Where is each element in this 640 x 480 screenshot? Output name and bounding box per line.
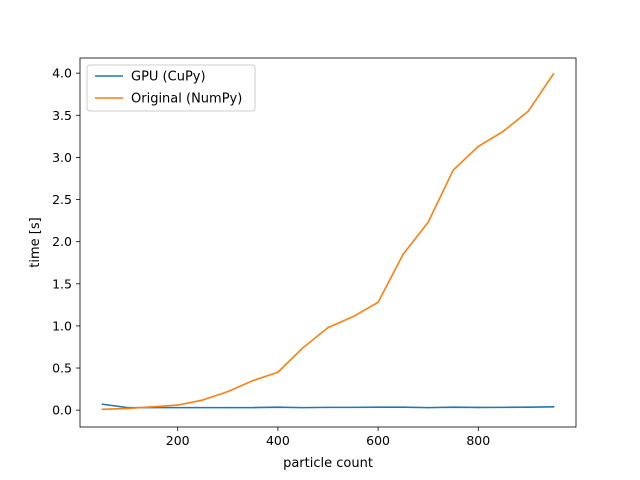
y-axis-label: time [s] — [28, 217, 43, 267]
y-axis-ticks: 0.0 0.5 1.0 1.5 2.0 2.5 3.0 3.5 4.0 — [52, 66, 80, 418]
data-point — [201, 399, 204, 401]
data-point — [352, 406, 354, 409]
data-point — [502, 406, 505, 409]
data-point — [427, 221, 430, 224]
data-point — [201, 406, 204, 409]
y-tick-label: 1.0 — [52, 318, 72, 333]
x-tick-label: 600 — [366, 433, 390, 448]
plot-area — [79, 57, 577, 428]
data-point — [227, 390, 229, 393]
data-point — [252, 379, 254, 382]
data-point — [101, 408, 104, 411]
data-point — [352, 315, 354, 318]
y-tick-label: 0.0 — [52, 403, 72, 418]
y-tick-label: 2.5 — [52, 192, 72, 207]
data-point — [277, 371, 279, 374]
data-point — [302, 406, 304, 409]
data-point — [477, 145, 480, 148]
legend-label-gpu: GPU (CuPy) — [131, 70, 206, 85]
data-point — [126, 407, 129, 410]
plot-frame — [79, 57, 577, 428]
data-point — [402, 253, 404, 256]
data-point — [101, 403, 104, 406]
x-axis-label: particle count — [283, 456, 373, 471]
series-layer — [101, 72, 555, 411]
y-tick-label: 3.5 — [52, 108, 72, 123]
y-tick-label: 4.0 — [52, 66, 72, 81]
y-tick-label: 3.0 — [52, 150, 72, 165]
data-point — [452, 169, 455, 171]
data-point — [176, 406, 179, 409]
data-point — [552, 405, 555, 408]
data-point — [327, 406, 329, 409]
legend-label-numpy: Original (NumPy) — [131, 92, 242, 107]
data-point — [527, 406, 530, 409]
y-tick-label: 0.5 — [52, 361, 72, 376]
x-axis-ticks: 200 400 600 800 — [166, 427, 490, 448]
legend: GPU (CuPy) Original (NumPy) — [86, 64, 256, 112]
data-point — [402, 406, 404, 409]
data-point — [327, 326, 329, 329]
plot-background — [80, 58, 576, 427]
data-point — [252, 406, 254, 409]
x-tick-label: 400 — [266, 433, 290, 448]
data-point — [477, 406, 480, 409]
data-point — [176, 404, 179, 406]
data-point — [277, 406, 279, 409]
data-point — [552, 73, 555, 75]
data-point — [427, 406, 430, 409]
data-point — [377, 301, 379, 304]
legend-box — [86, 64, 256, 112]
y-tick-label: 2.0 — [52, 234, 72, 249]
data-point — [302, 347, 304, 349]
x-tick-label: 200 — [166, 433, 190, 448]
data-point — [502, 130, 505, 133]
x-tick-label: 800 — [466, 433, 490, 448]
data-point — [227, 406, 229, 409]
data-point — [377, 406, 379, 409]
data-point — [527, 110, 530, 112]
y-tick-label: 1.5 — [52, 276, 72, 291]
data-point — [151, 405, 154, 408]
data-point — [452, 406, 455, 409]
